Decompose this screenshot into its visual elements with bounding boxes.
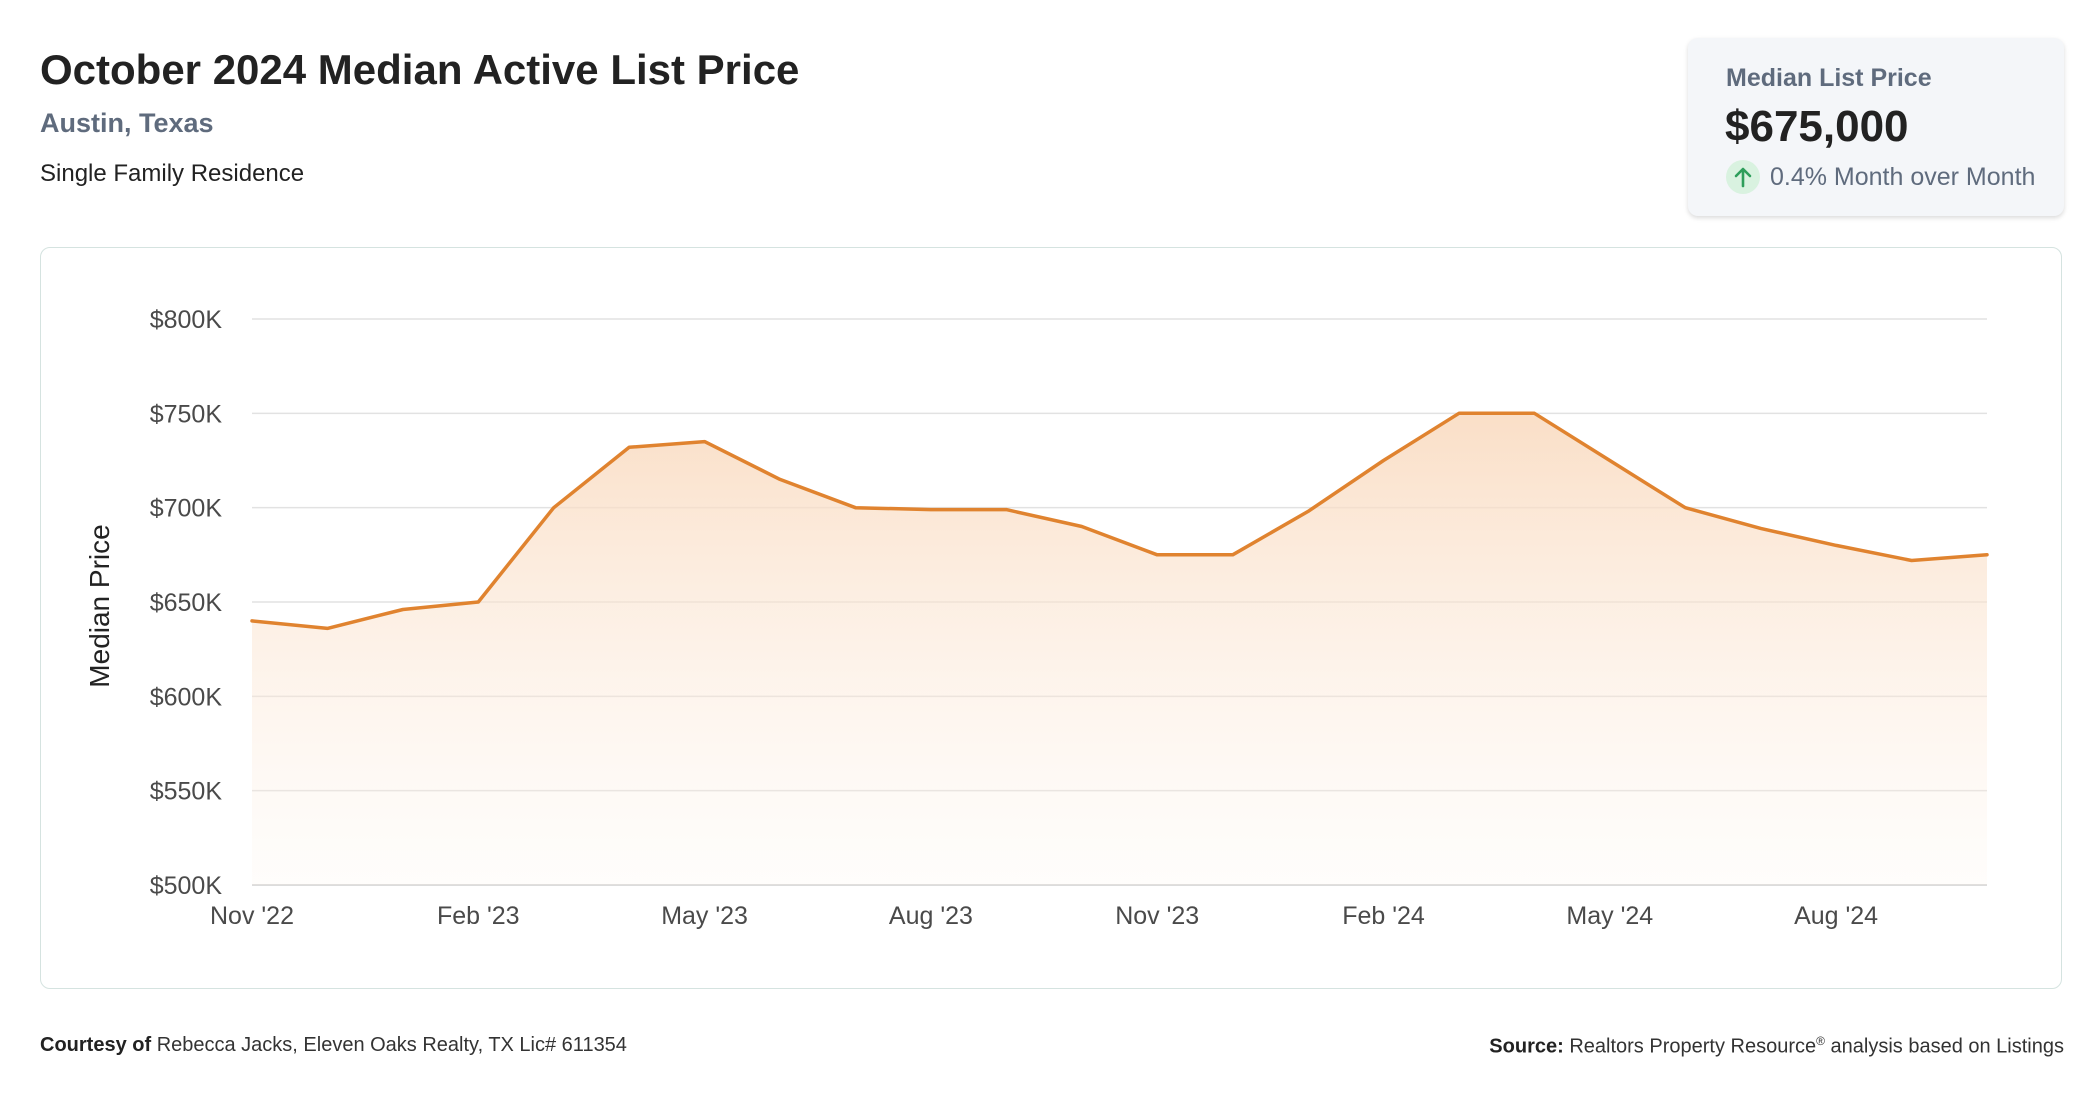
price-area-fill: [252, 413, 1987, 885]
kpi-label: Median List Price: [1726, 64, 1932, 92]
data-point[interactable]: [1378, 455, 1390, 467]
source-label: Source:: [1489, 1035, 1564, 1058]
data-point[interactable]: [397, 604, 409, 616]
data-point[interactable]: [774, 473, 786, 485]
kpi-change-text: 0.4% Month over Month: [1770, 162, 2036, 191]
data-point[interactable]: [1076, 521, 1088, 533]
source-text-tail: analysis based on Listings: [1824, 1035, 2065, 1058]
data-point[interactable]: [246, 615, 258, 627]
data-point[interactable]: [1981, 549, 1993, 561]
arrow-up-icon: [1726, 160, 1760, 194]
x-tick-label: Aug '23: [889, 902, 973, 930]
price-chart: $500K $550K $600K $650K $700K $750K $800K Nov …: [84, 306, 1993, 930]
courtesy-label: Courtesy of: [40, 1034, 152, 1056]
y-tick-label: $600K: [150, 683, 223, 711]
kpi-value: $675,000: [1725, 102, 1909, 151]
y-tick-label: $500K: [150, 872, 223, 900]
x-tick-label: May '24: [1566, 902, 1653, 930]
data-point[interactable]: [1755, 522, 1767, 534]
y-axis-title: Median Price: [84, 524, 115, 687]
x-tick-label: Nov '22: [210, 902, 294, 930]
data-point[interactable]: [1906, 555, 1918, 567]
y-tick-label: $550K: [150, 778, 223, 806]
courtesy-note: Courtesy of Rebecca Jacks, Eleven Oaks R…: [40, 1034, 627, 1057]
source-note: Source: Realtors Property Resource® anal…: [1489, 1034, 2064, 1059]
chart-container: $500K $550K $600K $650K $700K $750K $800K Nov …: [40, 247, 2062, 989]
data-point[interactable]: [1453, 407, 1465, 419]
data-point[interactable]: [1679, 502, 1691, 514]
data-point[interactable]: [1528, 407, 1540, 419]
data-point[interactable]: [623, 441, 635, 453]
y-tick-label: $750K: [150, 400, 223, 428]
page-title: October 2024 Median Active List Price: [40, 46, 800, 93]
data-point[interactable]: [1604, 455, 1616, 467]
y-tick-label: $700K: [150, 495, 223, 523]
x-tick-label: Feb '23: [437, 902, 520, 930]
data-point[interactable]: [1830, 539, 1842, 551]
x-tick-label: Feb '24: [1342, 902, 1425, 930]
data-point[interactable]: [548, 502, 560, 514]
y-tick-label: $650K: [150, 589, 223, 617]
registered-mark: ®: [1816, 1034, 1825, 1048]
y-tick-label: $800K: [150, 306, 223, 334]
courtesy-text: Rebecca Jacks, Eleven Oaks Realty, TX Li…: [156, 1034, 627, 1056]
price-line: [250, 411, 1989, 631]
location-subtitle: Austin, Texas: [40, 108, 214, 138]
data-point[interactable]: [1151, 549, 1163, 561]
data-point[interactable]: [1000, 504, 1012, 516]
property-type-label: Single Family Residence: [40, 160, 305, 187]
data-point[interactable]: [1227, 549, 1239, 561]
data-point[interactable]: [699, 436, 711, 448]
data-point[interactable]: [850, 502, 862, 514]
data-point[interactable]: [1302, 505, 1314, 517]
kpi-change: 0.4% Month over Month: [1726, 160, 2035, 194]
data-point[interactable]: [321, 622, 333, 634]
source-text: Realtors Property Resource: [1569, 1035, 1817, 1058]
x-tick-label: Aug '24: [1794, 902, 1878, 930]
x-tick-label: Nov '23: [1115, 902, 1199, 930]
median-list-price-card: Median List Price $675,000 0.4% Month ov…: [1688, 38, 2064, 216]
data-point[interactable]: [925, 504, 937, 516]
x-tick-label: May '23: [661, 902, 748, 930]
data-point[interactable]: [472, 596, 484, 608]
